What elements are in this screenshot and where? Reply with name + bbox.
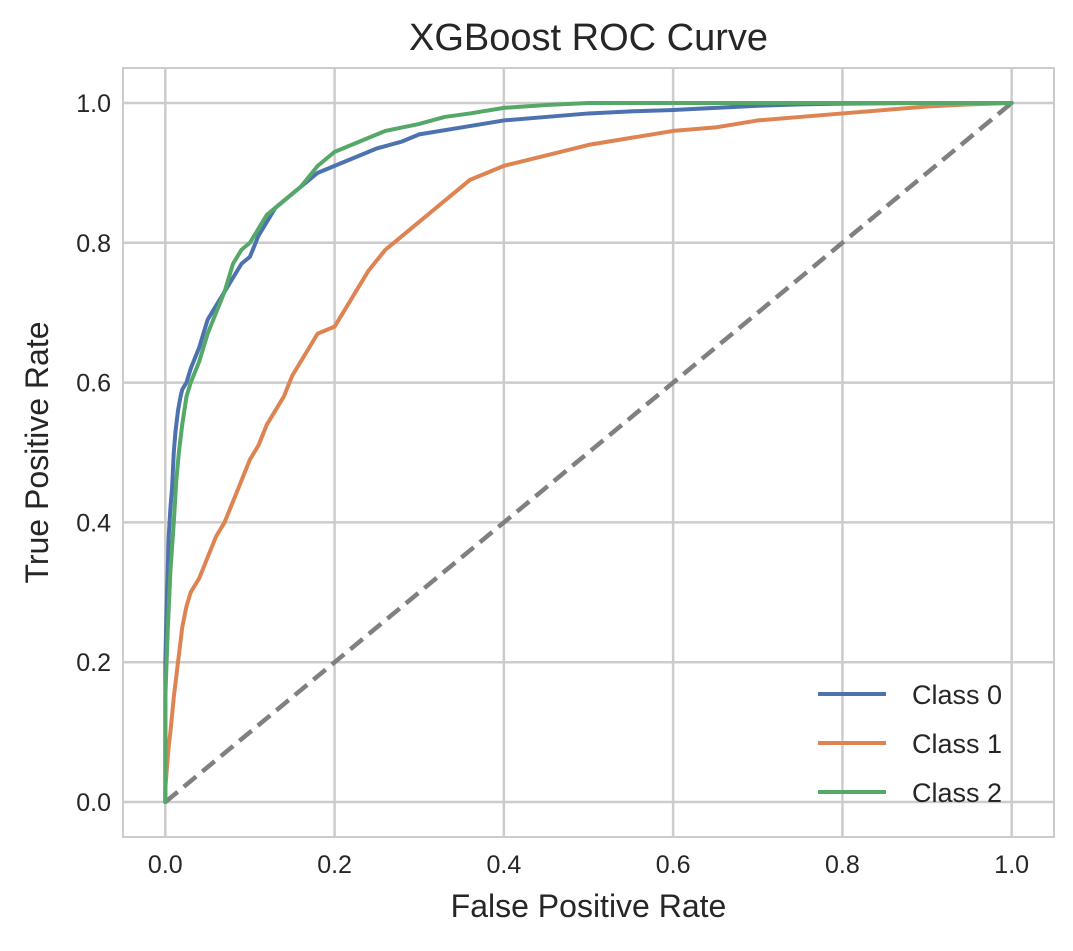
roc-series bbox=[163, 100, 1014, 805]
y-tick-label: 0.4 bbox=[76, 509, 111, 537]
legend-label-class-0: Class 0 bbox=[912, 680, 1002, 710]
y-tick-labels: 0.0 0.2 0.4 0.6 0.8 1.0 bbox=[76, 90, 111, 817]
y-tick-label: 1.0 bbox=[76, 90, 111, 118]
y-tick-label: 0.2 bbox=[76, 649, 111, 677]
legend-label-class-1: Class 1 bbox=[912, 729, 1002, 759]
reference-diagonal bbox=[163, 101, 1014, 804]
x-tick-label: 0.2 bbox=[317, 851, 352, 879]
legend-label-class-2: Class 2 bbox=[912, 778, 1002, 808]
roc-line-class-1 bbox=[163, 100, 1014, 805]
chance-diagonal-line bbox=[163, 101, 1014, 804]
legend: Class 0 Class 1 Class 2 bbox=[818, 680, 1002, 808]
x-tick-label: 1.0 bbox=[994, 851, 1029, 879]
x-tick-labels: 0.0 0.2 0.4 0.6 0.8 1.0 bbox=[148, 851, 1029, 879]
y-tick-label: 0.6 bbox=[76, 370, 111, 398]
y-axis-label: True Positive Rate bbox=[19, 321, 55, 583]
y-tick-label: 0.8 bbox=[76, 230, 111, 258]
roc-line-class-2 bbox=[163, 100, 1014, 805]
chart-title: XGBoost ROC Curve bbox=[409, 17, 768, 59]
x-tick-label: 0.8 bbox=[825, 851, 860, 879]
y-tick-label: 0.0 bbox=[76, 789, 111, 817]
x-tick-label: 0.6 bbox=[656, 851, 691, 879]
x-tick-label: 0.0 bbox=[148, 851, 183, 879]
x-tick-label: 0.4 bbox=[486, 851, 521, 879]
x-axis-label: False Positive Rate bbox=[451, 888, 727, 924]
